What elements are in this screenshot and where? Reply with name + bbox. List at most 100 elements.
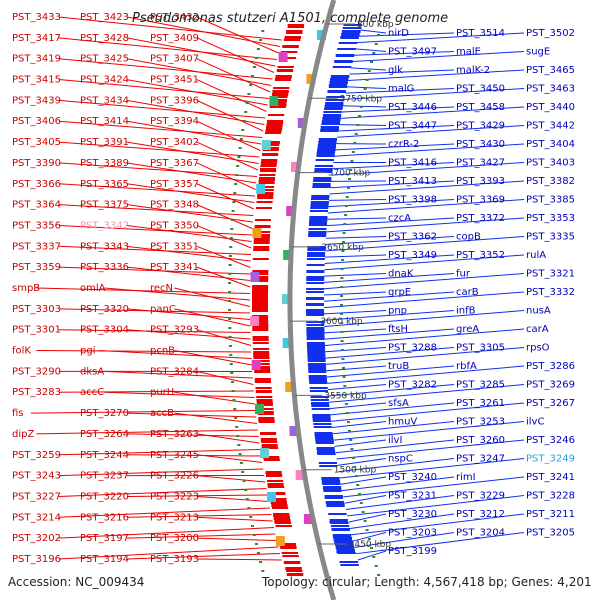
gene-label-pst-3214[interactable]: PST_3214 xyxy=(12,512,61,523)
gene-label-pst-3351[interactable]: PST_3351 xyxy=(150,241,199,252)
gene-label-rpso[interactable]: rpsO xyxy=(526,343,550,354)
gene-label-pst-3350[interactable]: PST_3350 xyxy=(150,220,199,231)
gene-label-male[interactable]: malE xyxy=(456,47,481,58)
gene-label-pst-3231[interactable]: PST_3231 xyxy=(388,491,437,502)
gene-label-pst-3446[interactable]: PST_3446 xyxy=(388,102,437,113)
gene-label-pst-3320[interactable]: PST_3320 xyxy=(80,304,129,315)
gene-label-pst-3365[interactable]: PST_3365 xyxy=(80,179,129,190)
gene-label-folk[interactable]: folK xyxy=(12,346,31,357)
gene-label-pst-3247[interactable]: PST_3247 xyxy=(456,454,505,465)
gene-label-pst-3348[interactable]: PST_3348 xyxy=(150,200,199,211)
gene-label-pst-3424[interactable]: PST_3424 xyxy=(80,75,129,86)
gene-label-pst-3267[interactable]: PST_3267 xyxy=(526,398,575,409)
gene-label-fis[interactable]: fis xyxy=(12,408,24,419)
gene-label-pst-3433[interactable]: PST_3433 xyxy=(12,12,61,23)
gene-label-pst-3414[interactable]: PST_3414 xyxy=(80,116,129,127)
gene-label-pst-3415[interactable]: PST_3415 xyxy=(12,75,61,86)
gene-label-carb[interactable]: carB xyxy=(456,287,479,298)
gene-label-pst-3389[interactable]: PST_3389 xyxy=(80,158,129,169)
gene-label-pst-3382[interactable]: PST_3382 xyxy=(526,176,575,187)
gene-label-pcnb[interactable]: pcnB xyxy=(150,346,175,357)
gene-label-pst-3419[interactable]: PST_3419 xyxy=(12,54,61,65)
gene-label-pst-3366[interactable]: PST_3366 xyxy=(12,179,61,190)
gene-label-pst-3336[interactable]: PST_3336 xyxy=(80,262,129,273)
gene-label-pst-3362[interactable]: PST_3362 xyxy=(388,232,437,243)
gene-label-pst-3440[interactable]: PST_3440 xyxy=(526,102,575,113)
gene-label-pst-3241[interactable]: PST_3241 xyxy=(526,472,575,483)
gene-label-nusa[interactable]: nusA xyxy=(526,306,551,317)
gene-label-pst-3356[interactable]: PST_3356 xyxy=(12,220,61,231)
gene-label-pst-3253[interactable]: PST_3253 xyxy=(456,417,505,428)
gene-label-pst-3417[interactable]: PST_3417 xyxy=(12,33,61,44)
gene-label-pst-3403[interactable]: PST_3403 xyxy=(526,158,575,169)
gene-label-malk-2[interactable]: malK-2 xyxy=(456,65,490,76)
gene-label-pst-3304[interactable]: PST_3304 xyxy=(80,325,129,336)
gene-label-pst-3290[interactable]: PST_3290 xyxy=(12,366,61,377)
gene-label-pst-3407[interactable]: PST_3407 xyxy=(150,54,199,65)
gene-label-pst-3321[interactable]: PST_3321 xyxy=(526,269,575,280)
gene-label-purh[interactable]: purH xyxy=(150,387,174,398)
gene-label-pst-3393[interactable]: PST_3393 xyxy=(456,176,505,187)
gene-label-malg[interactable]: malG xyxy=(388,84,414,95)
gene-label-pst-3430[interactable]: PST_3430 xyxy=(456,139,505,150)
gene-label-pst-3404[interactable]: PST_3404 xyxy=(526,139,575,150)
gene-label-pst-3260[interactable]: PST_3260 xyxy=(456,435,505,446)
gene-label-pst-3244[interactable]: PST_3244 xyxy=(80,450,129,461)
gene-label-pst-3213[interactable]: PST_3213 xyxy=(150,512,199,523)
gene-label-pst-3390[interactable]: PST_3390 xyxy=(12,158,61,169)
gene-label-pst-3288[interactable]: PST_3288 xyxy=(388,343,437,354)
gene-label-pst-3398[interactable]: PST_3398 xyxy=(388,195,437,206)
gene-label-pst-3263[interactable]: PST_3263 xyxy=(150,429,199,440)
gene-label-pst-3458[interactable]: PST_3458 xyxy=(456,102,505,113)
gene-label-pst-3367[interactable]: PST_3367 xyxy=(150,158,199,169)
gene-label-infb[interactable]: infB xyxy=(456,306,476,317)
gene-label-copb[interactable]: copB xyxy=(456,232,481,243)
gene-label-pst-3357[interactable]: PST_3357 xyxy=(150,179,199,190)
gene-label-accc[interactable]: accC xyxy=(80,387,104,398)
gene-label-pst-3352[interactable]: PST_3352 xyxy=(456,250,505,261)
gene-label-ilvc[interactable]: ilvC xyxy=(526,417,544,428)
gene-label-pst-3353[interactable]: PST_3353 xyxy=(526,213,575,224)
gene-label-pst-3223[interactable]: PST_3223 xyxy=(150,491,199,502)
gene-label-pst-3227[interactable]: PST_3227 xyxy=(12,491,61,502)
gene-label-pst-3391[interactable]: PST_3391 xyxy=(80,137,129,148)
gene-label-pst-3220[interactable]: PST_3220 xyxy=(80,491,129,502)
gene-label-pst-3341[interactable]: PST_3341 xyxy=(150,262,199,273)
gene-label-pst-3372[interactable]: PST_3372 xyxy=(456,213,505,224)
gene-label-rula[interactable]: rulA xyxy=(526,250,546,261)
gene-label-pst-3514[interactable]: PST_3514 xyxy=(456,28,505,39)
gene-label-pst-3405[interactable]: PST_3405 xyxy=(12,137,61,148)
gene-label-rbfa[interactable]: rbfA xyxy=(456,361,477,372)
gene-label-pst-3432[interactable]: PST_3432 xyxy=(150,12,199,23)
gene-label-pst-3342[interactable]: PST_3342 xyxy=(80,220,129,231)
gene-label-pst-3226[interactable]: PST_3226 xyxy=(150,471,199,482)
gene-label-ilvi[interactable]: ilvI xyxy=(388,435,402,446)
gene-label-czca[interactable]: czcA xyxy=(388,213,411,224)
gene-label-pst-3285[interactable]: PST_3285 xyxy=(456,380,505,391)
gene-label-pst-3385[interactable]: PST_3385 xyxy=(526,195,575,206)
gene-label-sfsa[interactable]: sfsA xyxy=(388,398,409,409)
gene-label-suge[interactable]: sugE xyxy=(526,47,550,58)
gene-label-pst-3212[interactable]: PST_3212 xyxy=(456,509,505,520)
gene-label-pst-3335[interactable]: PST_3335 xyxy=(526,232,575,243)
gene-label-pst-3396[interactable]: PST_3396 xyxy=(150,95,199,106)
gene-label-trub[interactable]: truB xyxy=(388,361,409,372)
gene-label-pst-3229[interactable]: PST_3229 xyxy=(456,491,505,502)
gene-label-dksa[interactable]: dksA xyxy=(80,366,104,377)
gene-label-pst-3416[interactable]: PST_3416 xyxy=(388,158,437,169)
gene-label-pst-3261[interactable]: PST_3261 xyxy=(456,398,505,409)
gene-label-pst-3332[interactable]: PST_3332 xyxy=(526,287,575,298)
gene-label-pst-3447[interactable]: PST_3447 xyxy=(388,121,437,132)
gene-label-pst-3283[interactable]: PST_3283 xyxy=(12,387,61,398)
gene-label-pst-3199[interactable]: PST_3199 xyxy=(388,546,437,557)
gene-label-pst-3197[interactable]: PST_3197 xyxy=(80,533,129,544)
gene-label-pst-3246[interactable]: PST_3246 xyxy=(526,435,575,446)
gene-label-pst-3216[interactable]: PST_3216 xyxy=(80,512,129,523)
gene-label-pst-3451[interactable]: PST_3451 xyxy=(150,75,199,86)
gene-label-rimi[interactable]: rimI xyxy=(456,472,476,483)
gene-label-pst-3269[interactable]: PST_3269 xyxy=(526,380,575,391)
gene-label-czrr-2[interactable]: czrR-2 xyxy=(388,139,419,150)
gene-label-pst-3205[interactable]: PST_3205 xyxy=(526,528,575,539)
gene-label-pst-3293[interactable]: PST_3293 xyxy=(150,325,199,336)
gene-label-pst-3429[interactable]: PST_3429 xyxy=(456,121,505,132)
